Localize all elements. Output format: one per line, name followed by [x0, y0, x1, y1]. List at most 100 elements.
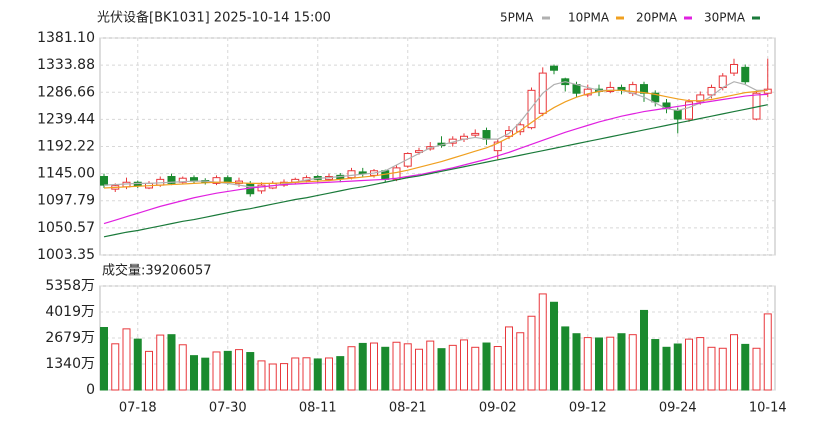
volume-bar — [617, 333, 626, 391]
volume-bar — [280, 363, 288, 391]
y-tick-label: 5358万 — [45, 278, 95, 294]
volume-bar — [448, 344, 457, 391]
volume-bar — [673, 343, 682, 391]
volume-bar — [482, 342, 491, 391]
y-tick-label: 1192.22 — [37, 139, 95, 155]
volume-bar — [505, 326, 513, 391]
y-tick-label: 1239.44 — [37, 111, 95, 127]
candle-body — [257, 184, 266, 192]
volume-bar — [415, 348, 423, 391]
candle-body — [696, 94, 705, 103]
volume-bar — [606, 336, 615, 391]
candle-body — [550, 65, 558, 71]
volume-bar — [707, 346, 716, 391]
volume-bar — [685, 338, 693, 391]
y-tick-label: 1097.79 — [37, 193, 95, 209]
volume-bar — [628, 334, 637, 391]
volume-bar — [257, 360, 266, 391]
legend-label: 20PMA — [636, 11, 678, 25]
y-tick-label: 1050.57 — [37, 220, 95, 236]
volume-bar — [223, 350, 232, 391]
candle-body — [572, 84, 581, 94]
y-tick-label: 1286.66 — [37, 84, 95, 100]
volume-bar — [718, 347, 727, 391]
chart-title: 光伏设备[BK1031] 2025-10-14 15:00 — [97, 10, 331, 26]
candle-body — [527, 89, 536, 129]
volume-bar — [426, 340, 435, 391]
volume-bar — [381, 346, 390, 391]
volume-bar — [662, 346, 671, 391]
volume-bar — [763, 313, 772, 391]
volume-bar — [730, 334, 738, 391]
y-tick-label: 4019万 — [45, 304, 95, 320]
volume-bar — [527, 315, 536, 391]
volume-bar — [392, 341, 401, 391]
volume-bar — [100, 326, 108, 391]
volume-bar — [347, 346, 356, 391]
candle-body — [347, 170, 356, 179]
ma-line — [103, 104, 768, 238]
legend-label: 5PMA — [500, 11, 534, 25]
volume-bar — [291, 357, 300, 391]
volume-bar — [336, 356, 345, 391]
volume-bar — [190, 355, 198, 391]
x-tick-label: 07-30 — [209, 401, 247, 416]
candle-body — [100, 176, 108, 186]
candle-body — [583, 88, 592, 96]
volume-bar — [145, 350, 153, 391]
volume-bar — [696, 337, 705, 391]
x-tick-label: 08-11 — [299, 401, 337, 416]
volume-bar — [640, 309, 648, 391]
volume-bar — [583, 337, 592, 391]
volume-bar — [460, 339, 468, 391]
candle-body — [673, 109, 682, 120]
volume-bar — [178, 344, 187, 391]
x-tick-label: 09-02 — [479, 401, 517, 416]
candle-body — [741, 66, 750, 83]
x-tick-label: 10-14 — [749, 401, 787, 416]
candle-body — [212, 177, 221, 184]
candle-body — [707, 86, 716, 96]
volume-bar — [268, 363, 277, 391]
candle-body — [685, 101, 693, 120]
y-tick-label: 1145.00 — [37, 166, 95, 182]
y-tick-label: 1381.10 — [37, 30, 95, 46]
volume-bar — [493, 346, 502, 391]
x-tick-label: 09-12 — [569, 401, 607, 416]
candle-body — [651, 92, 660, 103]
ma-line — [103, 93, 768, 225]
volume-bar — [235, 349, 243, 391]
volume-bar — [595, 337, 603, 391]
volume-bar — [313, 358, 322, 391]
volume-bar — [752, 347, 761, 391]
volume-bar — [370, 342, 378, 391]
candle-body — [606, 86, 615, 92]
volume-bar — [133, 338, 142, 391]
x-tick-label: 07-18 — [119, 401, 157, 416]
volume-bar — [122, 328, 131, 391]
candle-body — [730, 63, 738, 74]
volume-bar — [201, 357, 210, 391]
volume-bar — [651, 339, 660, 391]
volume-bar — [246, 352, 255, 391]
legend-label: 30PMA — [704, 11, 746, 25]
x-tick-label: 09-24 — [659, 401, 697, 416]
ma-line — [103, 89, 768, 189]
volume-bar — [111, 343, 120, 391]
legend: 5PMA 10PMA 20PMA 30PMA — [500, 11, 760, 25]
volume-bar — [516, 332, 525, 391]
y-tick-label: 2679万 — [45, 330, 95, 346]
volume-bar — [550, 301, 558, 391]
volume-bar — [358, 342, 367, 391]
x-tick-label: 08-21 — [389, 401, 427, 416]
volume-bar — [302, 357, 311, 391]
candle-body — [493, 141, 502, 152]
volume-bar — [437, 348, 446, 391]
volume-bar — [212, 351, 221, 391]
y-tick-label: 1333.88 — [37, 57, 95, 73]
volume-bar — [156, 334, 165, 391]
volume-bar — [325, 357, 333, 391]
candle-body — [223, 177, 232, 183]
